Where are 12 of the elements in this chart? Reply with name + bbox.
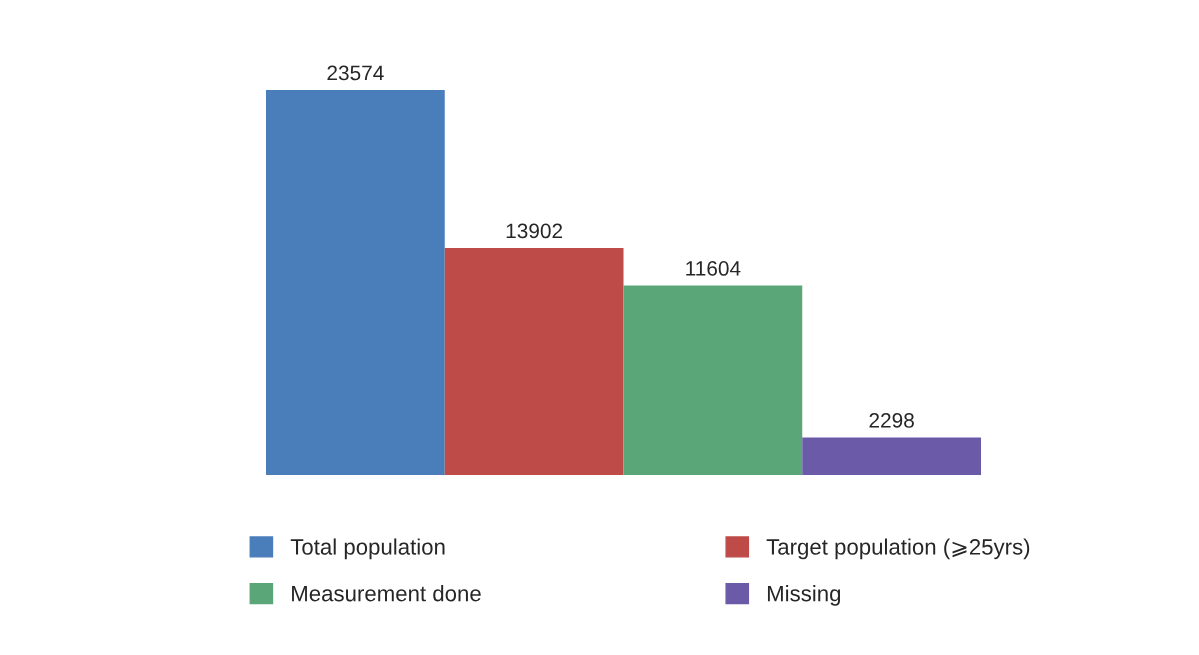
bar — [802, 437, 981, 475]
bar — [266, 90, 445, 475]
legend-label: Measurement done — [292, 585, 481, 602]
bar — [623, 285, 803, 475]
data-label: 2298 — [869, 413, 914, 428]
legend-label: Total population — [290, 538, 445, 560]
legend-label: Target population (⩾25yrs) — [766, 538, 1030, 560]
data-label: 11604 — [686, 261, 741, 276]
data-label: 23574 — [327, 65, 384, 81]
legend-label: Missing — [767, 585, 841, 606]
bar — [444, 247, 624, 475]
data-label: 13902 — [506, 223, 563, 239]
